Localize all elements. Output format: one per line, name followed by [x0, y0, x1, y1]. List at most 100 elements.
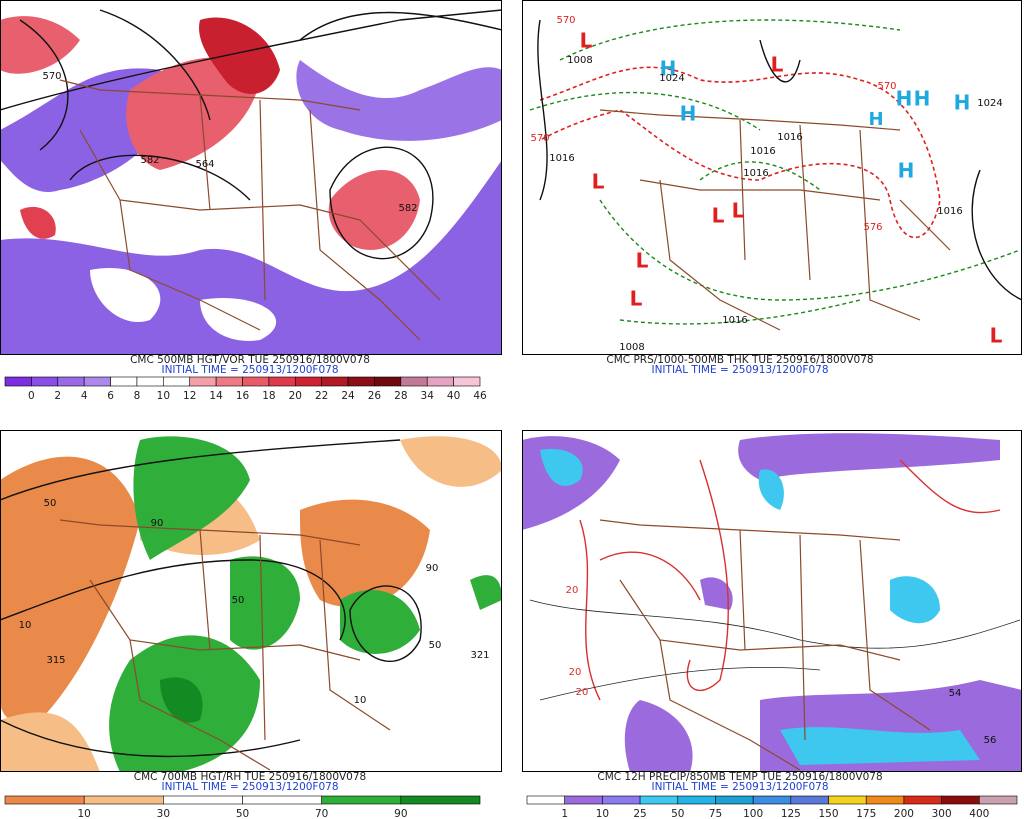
map-label: 570 — [530, 133, 549, 144]
colorbar-label: 10 — [596, 808, 609, 819]
colorbar-swatch — [400, 376, 428, 387]
panel-caption: CMC 700MB HGT/RH TUE 250916/1800V078 — [134, 771, 366, 783]
colorbar-swatch — [602, 795, 641, 805]
colorbar-label: 300 — [932, 808, 952, 819]
initial-time: INITIAL TIME = 250913/1200F078 — [161, 364, 338, 376]
colorbar-swatch — [979, 795, 1018, 805]
colorbar-label: 0 — [28, 390, 35, 402]
colorbar-label: 12 — [183, 390, 196, 402]
map-label: 10 — [19, 620, 32, 631]
colorbar-label: 26 — [368, 390, 382, 402]
map-label: L — [712, 204, 725, 228]
colorbar-label: 70 — [315, 808, 328, 819]
colorbar-swatch — [83, 795, 164, 805]
humidity-map — [0, 430, 502, 772]
map-label: 10 — [354, 695, 367, 706]
colorbar-swatch — [215, 376, 243, 387]
colorbar-swatch — [790, 795, 829, 805]
map-label: H — [898, 159, 915, 183]
pressure-map — [522, 0, 1022, 355]
panel-caption: CMC 500MB HGT/VOR TUE 250916/1800V078 — [130, 354, 370, 366]
initial-time: INITIAL TIME = 250913/1200F078 — [161, 781, 338, 793]
map-label: 315 — [46, 655, 65, 666]
map-label: H — [680, 102, 697, 126]
map-label: 1016 — [750, 146, 775, 157]
map-label: 1008 — [567, 55, 592, 66]
map-label: 50 — [429, 640, 442, 651]
map-label: L — [630, 287, 643, 311]
map-label: 582 — [140, 155, 159, 166]
map-label: L — [592, 170, 605, 194]
colorbar-label: 75 — [709, 808, 722, 819]
map-label: 570 — [877, 81, 896, 92]
colorbar-swatch — [294, 376, 322, 387]
map-label: H — [896, 87, 913, 111]
colorbar-swatch — [374, 376, 402, 387]
panel-caption: CMC PRS/1000-500MB THK TUE 250916/1800V0… — [606, 354, 873, 366]
map-label: L — [990, 324, 1003, 348]
colorbar-label: 150 — [819, 808, 839, 819]
colorbar-swatch — [321, 795, 402, 805]
vorticity-map — [0, 0, 502, 355]
initial-time: INITIAL TIME = 250913/1200F078 — [651, 781, 828, 793]
colorbar-swatch — [57, 376, 85, 387]
map-label: 20 — [566, 585, 579, 596]
colorbar-swatch — [163, 376, 191, 387]
colorbar-swatch — [752, 795, 792, 805]
map-label: 1016 — [722, 315, 747, 326]
map-label: 50 — [232, 595, 245, 606]
map-label: 1024 — [977, 98, 1002, 109]
map-label: H — [868, 109, 883, 130]
map-label: 570 — [42, 71, 61, 82]
colorbar-label: 2 — [54, 390, 61, 402]
colorbar-label: 28 — [394, 390, 407, 402]
colorbar-label: 1 — [561, 808, 568, 819]
map-label: 1016 — [937, 206, 962, 217]
colorbar-swatch — [865, 795, 905, 805]
colorbar-swatch — [110, 376, 138, 387]
colorbar-swatch — [31, 376, 59, 387]
colorbar-label: 22 — [315, 390, 328, 402]
panel-caption: CMC 12H PRECIP/850MB TEMP TUE 250916/180… — [597, 771, 882, 783]
map-label: H — [914, 87, 931, 111]
colorbar-swatch — [347, 376, 375, 387]
colorbar-swatch — [321, 376, 349, 387]
colorbar-swatch — [83, 376, 111, 387]
map-label: 570 — [556, 15, 575, 26]
colorbar-swatch — [903, 795, 942, 805]
colorbar-swatch — [426, 376, 454, 387]
colorbar-swatch — [639, 795, 679, 805]
colorbar-label: 90 — [394, 808, 407, 819]
initial-time: INITIAL TIME = 250913/1200F078 — [651, 364, 828, 376]
map-label: 54 — [949, 688, 962, 699]
map-label: 1024 — [659, 73, 684, 84]
colorbar-label: 175 — [856, 808, 876, 819]
map-label: L — [732, 199, 745, 223]
colorbar-swatch — [163, 795, 243, 805]
colorbar-label: 50 — [671, 808, 684, 819]
colorbar-label: 34 — [421, 390, 435, 402]
colorbar-label: 400 — [969, 808, 989, 819]
colorbar-label: 200 — [894, 808, 914, 819]
map-label: L — [636, 249, 649, 273]
colorbar-swatch — [242, 376, 270, 387]
colorbar-swatch — [4, 795, 85, 805]
colorbar-label: 20 — [289, 390, 302, 402]
map-label: H — [660, 57, 677, 81]
colorbar-label: 18 — [262, 390, 275, 402]
colorbar-label: 4 — [81, 390, 88, 402]
map-label: 1016 — [777, 132, 802, 143]
map-label: 576 — [863, 222, 882, 233]
colorbar-swatch — [136, 376, 164, 387]
colorbar-swatch — [242, 795, 322, 805]
colorbar-label: 14 — [209, 390, 223, 402]
map-label: L — [580, 29, 593, 53]
colorbar-label: 16 — [236, 390, 250, 402]
colorbar-swatch — [189, 376, 217, 387]
map-label: 20 — [576, 687, 589, 698]
colorbar-label: 50 — [236, 808, 249, 819]
colorbar-label: 40 — [447, 390, 460, 402]
colorbar-label: 8 — [134, 390, 141, 402]
